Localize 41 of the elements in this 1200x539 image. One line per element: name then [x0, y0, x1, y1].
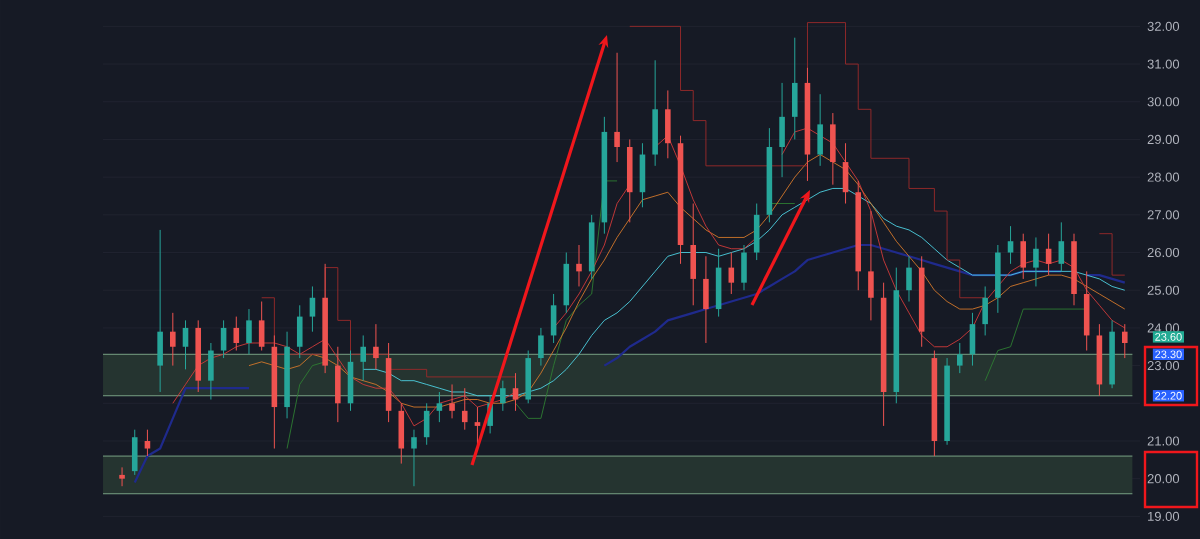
y-tick-label: 27.00 [1147, 210, 1180, 220]
candlestick [906, 255, 912, 303]
candlestick [182, 319, 189, 370]
candlestick [436, 391, 443, 423]
y-tick-label: 20.00 [1147, 474, 1180, 484]
candlestick [373, 323, 379, 370]
y-tick-label: 30.00 [1147, 97, 1180, 107]
y-tick-label: 32.00 [1147, 21, 1180, 31]
candlestick [144, 429, 151, 457]
candlestick [1007, 225, 1014, 265]
y-tick-label: 24.00 [1147, 323, 1180, 333]
candlestick [1121, 323, 1128, 359]
candlestick [461, 387, 468, 431]
candlestick [119, 466, 125, 487]
y-tick-label: 28.00 [1147, 172, 1180, 182]
candlestick [246, 308, 252, 355]
y-tick-label: 31.00 [1147, 59, 1180, 69]
y-tick-label: 21.00 [1147, 436, 1180, 446]
candlestick [576, 244, 582, 287]
candlestick [411, 429, 417, 487]
y-tick-label: 29.00 [1147, 134, 1180, 145]
candlestick [170, 312, 176, 367]
candlestick [449, 383, 455, 419]
candlestick [956, 342, 963, 374]
candlestick [220, 319, 227, 359]
candlestick [1058, 221, 1065, 272]
candlestick [360, 334, 366, 382]
candlestick [512, 372, 519, 412]
candlestick [233, 316, 240, 352]
y-tick-label: 26.00 [1147, 247, 1180, 258]
y-tick-label: 19.00 [1148, 511, 1180, 521]
y-tick-label: 25.00 [1147, 285, 1180, 295]
text: 23.60 [1155, 332, 1182, 341]
candlestick [1033, 236, 1039, 287]
candlestick [500, 380, 506, 412]
candlestick [309, 285, 316, 333]
ref-line-label: 23.30 [1155, 350, 1182, 359]
candlestick [614, 52, 620, 163]
candlestick [538, 327, 544, 367]
ref-line-label: 22.20 [1155, 391, 1182, 400]
y-tick-label: 23.00 [1147, 361, 1180, 371]
